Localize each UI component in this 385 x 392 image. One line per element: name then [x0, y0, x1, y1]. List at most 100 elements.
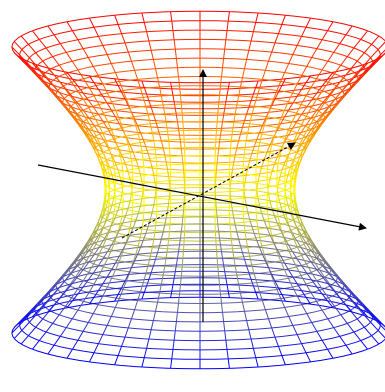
- meridian-segment: [327, 88, 335, 97]
- meridian-segment: [250, 338, 254, 349]
- meridian-segment: [364, 62, 374, 72]
- meridian-segment: [251, 146, 255, 154]
- meridian-segment: [21, 311, 30, 321]
- meridian-segment: [371, 57, 380, 66]
- meridian-segment: [174, 49, 177, 59]
- meridian-segment: [355, 305, 364, 315]
- meridian-segment: [162, 224, 166, 233]
- meridian-segment: [255, 183, 258, 192]
- meridian-segment: [232, 162, 235, 170]
- meridian-segment: [171, 21, 174, 31]
- meridian-segment: [122, 280, 128, 290]
- meridian-segment: [80, 125, 87, 134]
- meridian-segment: [371, 35, 380, 45]
- meridian-segment: [269, 171, 273, 180]
- meridian-segment: [287, 205, 292, 214]
- meridian-segment: [276, 81, 282, 91]
- meridian-segment: [324, 261, 332, 270]
- meridian-segment: [43, 297, 52, 307]
- meridian-segment: [101, 163, 105, 172]
- meridian-segment: [103, 195, 107, 204]
- meridian-segment: [125, 136, 129, 145]
- meridian-segment: [28, 65, 37, 74]
- meridian-segment: [307, 240, 314, 250]
- meridian-segment: [353, 70, 362, 79]
- meridian-segment: [310, 110, 317, 119]
- meridian-segment: [118, 118, 124, 128]
- meridian-segment: [98, 283, 104, 291]
- meridian-segment: [106, 269, 112, 278]
- meridian-segment: [56, 77, 64, 87]
- meridian-segment: [305, 254, 312, 263]
- meridian-segment: [327, 21, 334, 31]
- meridian-segment: [111, 129, 116, 139]
- meridian-segment: [29, 67, 38, 77]
- meridian-segment: [362, 67, 371, 77]
- meridian-segment: [328, 265, 337, 274]
- meridian-segment: [272, 242, 278, 250]
- meridian-segment: [175, 258, 178, 266]
- meridian-segment: [171, 88, 174, 96]
- meridian-segment: [243, 149, 246, 158]
- meridian-segment: [107, 168, 110, 177]
- meridian-segment: [142, 97, 147, 107]
- meridian-segment: [82, 48, 89, 58]
- meridian-segment: [301, 82, 307, 90]
- meridian-segment: [114, 210, 119, 219]
- meridian-segment: [307, 234, 314, 243]
- meridian-segment: [118, 81, 124, 91]
- meridian-segment: [292, 83, 298, 94]
- meridian-segment: [45, 77, 54, 86]
- meridian-segment: [102, 238, 107, 248]
- meridian-segment: [301, 235, 307, 244]
- meridian-segment: [152, 311, 156, 321]
- meridian-segment: [111, 197, 115, 206]
- meridian-segment: [168, 231, 170, 241]
- meridian-segment: [180, 224, 183, 232]
- meridian-segment: [287, 92, 294, 102]
- meridian-segment: [287, 244, 294, 253]
- meridian-segment: [267, 179, 271, 188]
- meridian-segment: [43, 73, 52, 83]
- meridian-segment: [357, 300, 366, 310]
- meridian-segment: [266, 227, 271, 236]
- meridian-segment: [151, 238, 155, 248]
- meridian-segment: [277, 155, 281, 164]
- meridian-segment: [236, 231, 240, 240]
- meridian-segment: [42, 60, 51, 70]
- meridian-segment: [65, 88, 73, 97]
- meridian-segment: [277, 287, 283, 295]
- meridian-segment: [77, 39, 84, 49]
- meridian-segment: [340, 314, 348, 324]
- meridian-segment: [256, 240, 260, 248]
- meridian-segment: [276, 208, 279, 217]
- meridian-segment: [66, 21, 73, 31]
- meridian-segment: [32, 340, 40, 350]
- meridian-segment: [295, 168, 299, 178]
- meridian-segment: [168, 195, 170, 204]
- meridian-segment: [276, 163, 279, 172]
- meridian-segment: [346, 47, 355, 57]
- meridian-segment: [253, 273, 258, 283]
- meridian-segment: [137, 237, 141, 247]
- meridian-segment: [155, 68, 159, 78]
- meridian-segment: [129, 227, 134, 236]
- meridian-segment: [82, 322, 89, 332]
- meridian-segment: [292, 45, 298, 55]
- meridian-segment: [93, 247, 100, 256]
- meridian-segment: [155, 214, 158, 223]
- x-axis: [37, 164, 367, 231]
- meridian-segment: [141, 12, 145, 23]
- meridian-segment: [248, 329, 252, 340]
- meridian-segment: [264, 309, 269, 319]
- meridian-segment: [299, 235, 305, 245]
- meridian-segment: [95, 235, 101, 245]
- meridian-segment: [259, 133, 263, 143]
- meridian-segment: [305, 242, 312, 252]
- meridian-segment: [327, 297, 335, 307]
- meridian-segment: [38, 301, 47, 310]
- meridian-segment: [327, 71, 334, 80]
- meridian-segment: [129, 218, 133, 228]
- meridian-segment: [380, 49, 385, 56]
- meridian-segment: [59, 43, 67, 53]
